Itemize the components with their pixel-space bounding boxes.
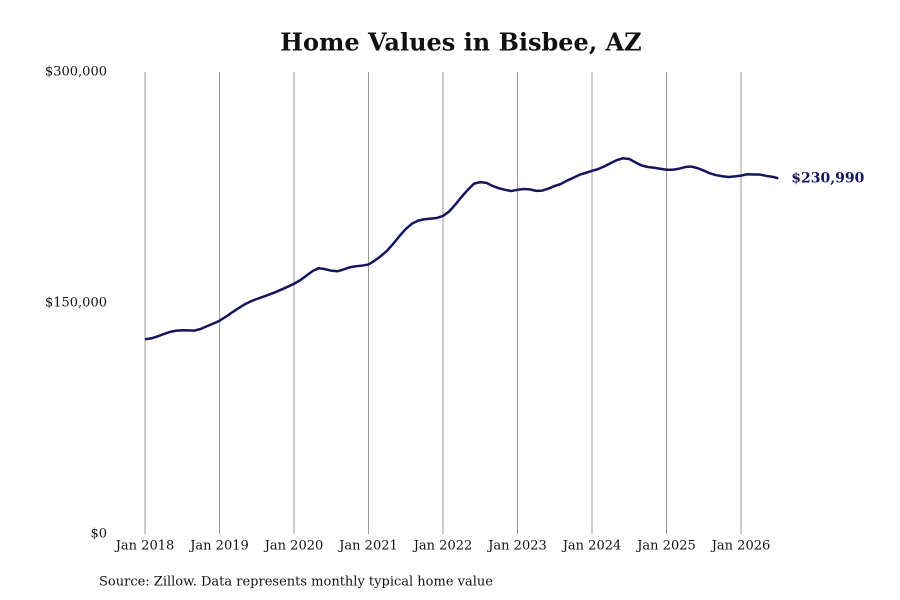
y-tick-label: $0 — [90, 527, 107, 542]
x-tick-label: Jan 2022 — [412, 539, 473, 554]
x-tick-label: Jan 2024 — [561, 539, 622, 554]
data-label: $230,990 — [791, 170, 864, 186]
line — [144, 156, 779, 341]
source-note: Source: Zillow. Data represents monthly … — [99, 575, 493, 590]
y-tick-label: $300,000 — [45, 65, 107, 80]
x-tick-label: Jan 2021 — [337, 539, 398, 554]
x-tick-label: Jan 2019 — [188, 539, 249, 554]
y-tick-label: $150,000 — [45, 296, 107, 311]
x-tick-label: Jan 2025 — [635, 539, 696, 554]
chart-title: Home Values in Bisbee, AZ — [280, 28, 641, 57]
x-tick-label: Jan 2023 — [486, 539, 547, 554]
x-tick-label: Jan 2018 — [114, 539, 175, 554]
x-tick-label: Jan 2020 — [263, 539, 324, 554]
x-tick-label: Jan 2026 — [710, 539, 771, 554]
